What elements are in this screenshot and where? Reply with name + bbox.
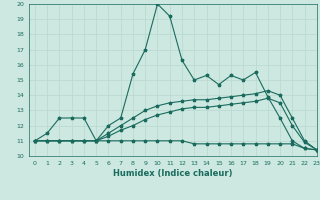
X-axis label: Humidex (Indice chaleur): Humidex (Indice chaleur) [113, 169, 233, 178]
